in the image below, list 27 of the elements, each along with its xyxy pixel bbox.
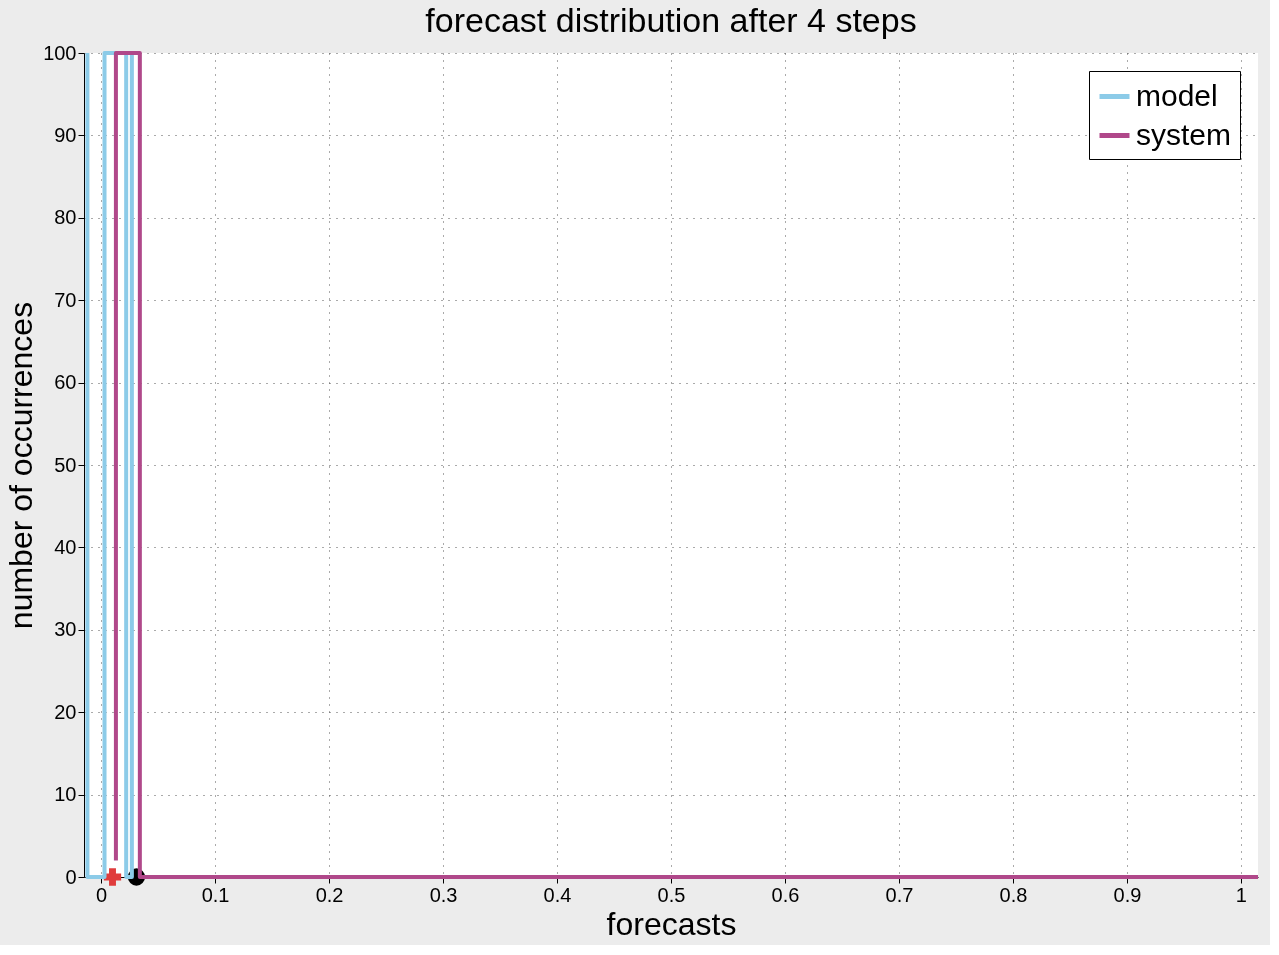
y-tick-label: 30: [54, 618, 77, 641]
y-tick-label: 50: [54, 453, 77, 476]
y-tick-label: 60: [54, 371, 77, 394]
y-tick-label: 10: [54, 783, 77, 806]
legend-label: system: [1136, 117, 1232, 151]
legend-label: model: [1136, 78, 1218, 112]
y-tick-label: 0: [65, 865, 77, 888]
x-tick-label: 0.2: [315, 883, 344, 906]
y-tick-label: 20: [54, 700, 77, 723]
x-tick-label: 0.3: [429, 883, 458, 906]
y-tick-label: 70: [54, 288, 77, 311]
x-axis-title: forecasts: [606, 905, 737, 942]
y-tick-label: 100: [43, 41, 77, 64]
x-tick-label: 0.9: [1113, 883, 1142, 906]
x-tick-label: 0.5: [657, 883, 686, 906]
x-tick-label: 1: [1235, 883, 1247, 906]
x-tick-label: 0.6: [771, 883, 800, 906]
x-tick-label: 0.8: [999, 883, 1028, 906]
x-tick-label: 0.7: [885, 883, 914, 906]
x-tick-label: 0.4: [543, 883, 572, 906]
y-tick-label: 80: [54, 206, 77, 229]
chart-title: forecast distribution after 4 steps: [425, 1, 917, 39]
y-axis-title: number of occurrences: [3, 301, 40, 630]
y-tick-label: 90: [54, 123, 77, 146]
x-tick-label: 0.1: [201, 883, 230, 906]
y-tick-label: 40: [54, 535, 77, 558]
x-tick-label: 0: [96, 883, 108, 906]
